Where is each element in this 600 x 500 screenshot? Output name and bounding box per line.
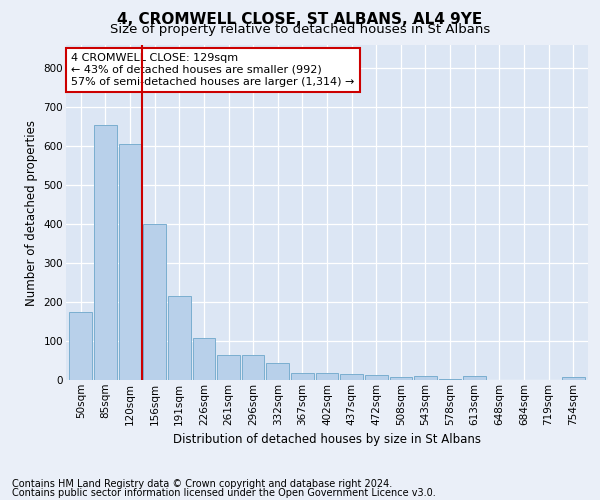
Bar (291, 374, 314, 380)
Bar (70, 312, 92, 380)
Bar (365, 375, 388, 380)
Bar (217, 356, 240, 380)
Bar (143, 224, 166, 380)
Bar (316, 374, 338, 380)
Bar (168, 296, 191, 380)
Bar (340, 374, 363, 380)
Bar (463, 376, 486, 380)
Y-axis label: Number of detached properties: Number of detached properties (25, 120, 38, 306)
Bar (562, 378, 584, 380)
Text: Contains public sector information licensed under the Open Government Licence v3: Contains public sector information licen… (12, 488, 436, 498)
Bar (439, 379, 461, 380)
Bar (119, 144, 142, 380)
Text: Contains HM Land Registry data © Crown copyright and database right 2024.: Contains HM Land Registry data © Crown c… (12, 479, 392, 489)
X-axis label: Distribution of detached houses by size in St Albans: Distribution of detached houses by size … (173, 433, 481, 446)
Bar (266, 363, 289, 380)
Bar (389, 378, 412, 380)
Text: 4 CROMWELL CLOSE: 129sqm
← 43% of detached houses are smaller (992)
57% of semi-: 4 CROMWELL CLOSE: 129sqm ← 43% of detach… (71, 54, 355, 86)
Bar (193, 338, 215, 380)
Text: Size of property relative to detached houses in St Albans: Size of property relative to detached ho… (110, 22, 490, 36)
Text: 4, CROMWELL CLOSE, ST ALBANS, AL4 9YE: 4, CROMWELL CLOSE, ST ALBANS, AL4 9YE (118, 12, 482, 28)
Bar (94, 125, 117, 380)
Bar (242, 356, 265, 380)
Bar (414, 376, 437, 380)
